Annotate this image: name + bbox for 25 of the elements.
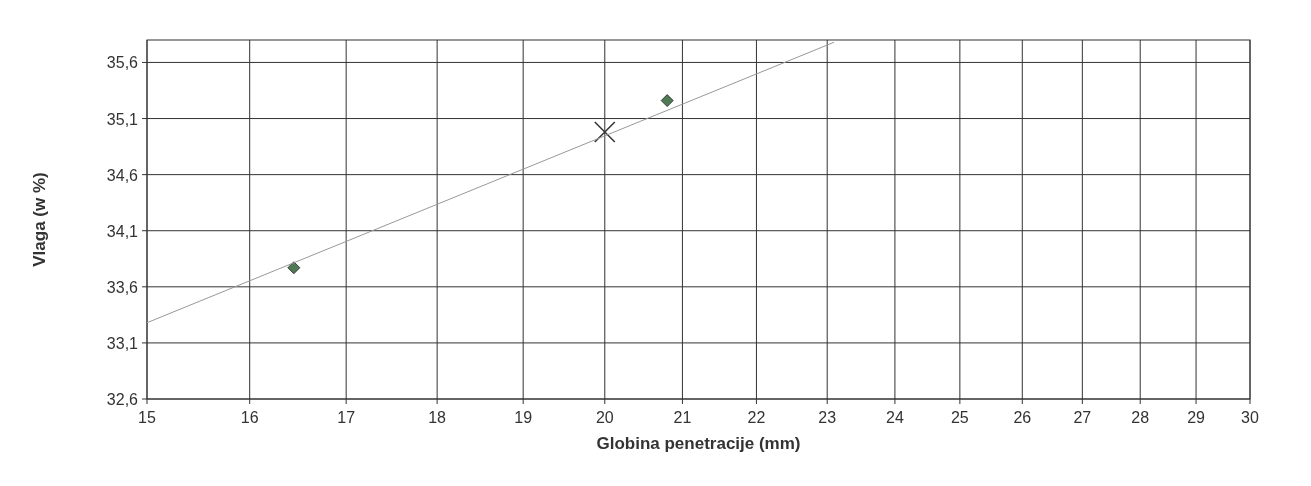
x-tick-label: 20: [595, 409, 614, 426]
x-tick-label: 17: [337, 409, 356, 426]
x-tick-label: 16: [240, 409, 259, 426]
x-axis-title: Globina penetracije (mm): [596, 434, 801, 453]
x-tick-label: 18: [428, 409, 447, 426]
x-tick-label: 30: [1241, 409, 1259, 426]
x-tick-label: 26: [1013, 409, 1032, 426]
x-tick-label: 24: [886, 409, 904, 426]
y-tick-label: 35,6: [106, 54, 139, 72]
y-tick-label: 34,6: [106, 166, 139, 184]
y-tick-label: 33,6: [106, 278, 139, 296]
x-tick-label: 23: [818, 409, 837, 426]
x-tick-label: 19: [514, 409, 533, 426]
x-tick-label: 15: [138, 409, 156, 426]
x-tick-label: 25: [950, 409, 969, 426]
y-tick-label: 32,6: [106, 391, 139, 408]
y-tick-label: 33,1: [106, 334, 139, 352]
y-axis-title: Vlaga (w %): [30, 172, 49, 267]
x-tick-label: 21: [673, 409, 692, 426]
x-tick-label: 29: [1187, 409, 1206, 426]
y-tick-label: 35,1: [106, 110, 139, 128]
x-tick-label: 27: [1073, 409, 1092, 426]
x-tick-label: 22: [747, 409, 766, 426]
y-tick-label: 34,1: [106, 222, 139, 240]
x-tick-label: 28: [1131, 409, 1150, 426]
